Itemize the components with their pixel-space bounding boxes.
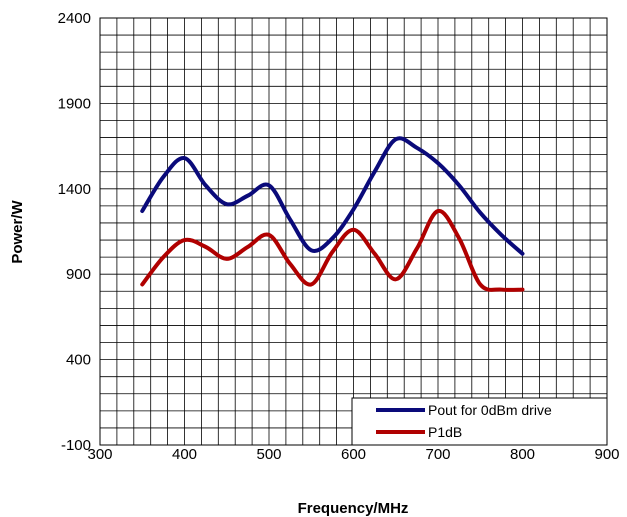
y-tick-label: 400 xyxy=(66,352,91,369)
series-lines xyxy=(140,136,525,292)
x-tick-label: 900 xyxy=(594,446,619,463)
x-tick-label: 600 xyxy=(341,446,366,463)
x-tick-label: 500 xyxy=(256,446,281,463)
grid xyxy=(100,18,607,445)
y-tick-label: 1400 xyxy=(58,181,91,198)
y-tick-label: 2400 xyxy=(58,10,91,27)
x-axis-title: Frequency/MHz xyxy=(298,500,409,517)
y-tick-label: -100 xyxy=(61,437,91,454)
y-tick-label: 1900 xyxy=(58,95,91,112)
series-line-0 xyxy=(140,136,525,256)
x-tick-labels: 300 400 500 600 700 800 900 xyxy=(87,446,619,463)
y-axis-title: Power/W xyxy=(9,199,26,263)
legend-label-p1db: P1dB xyxy=(428,424,462,440)
x-tick-label: 800 xyxy=(510,446,535,463)
legend-label-pout: Pout for 0dBm drive xyxy=(428,402,552,418)
legend: Pout for 0dBm drive P1dB xyxy=(351,397,608,446)
x-tick-label: 400 xyxy=(172,446,197,463)
x-tick-label: 300 xyxy=(87,446,112,463)
legend-box xyxy=(351,397,608,446)
y-tick-label: 900 xyxy=(66,266,91,283)
x-tick-label: 700 xyxy=(425,446,450,463)
y-tick-labels: -100 400 900 1400 1900 2400 xyxy=(58,10,91,454)
series-line-1 xyxy=(140,209,525,292)
